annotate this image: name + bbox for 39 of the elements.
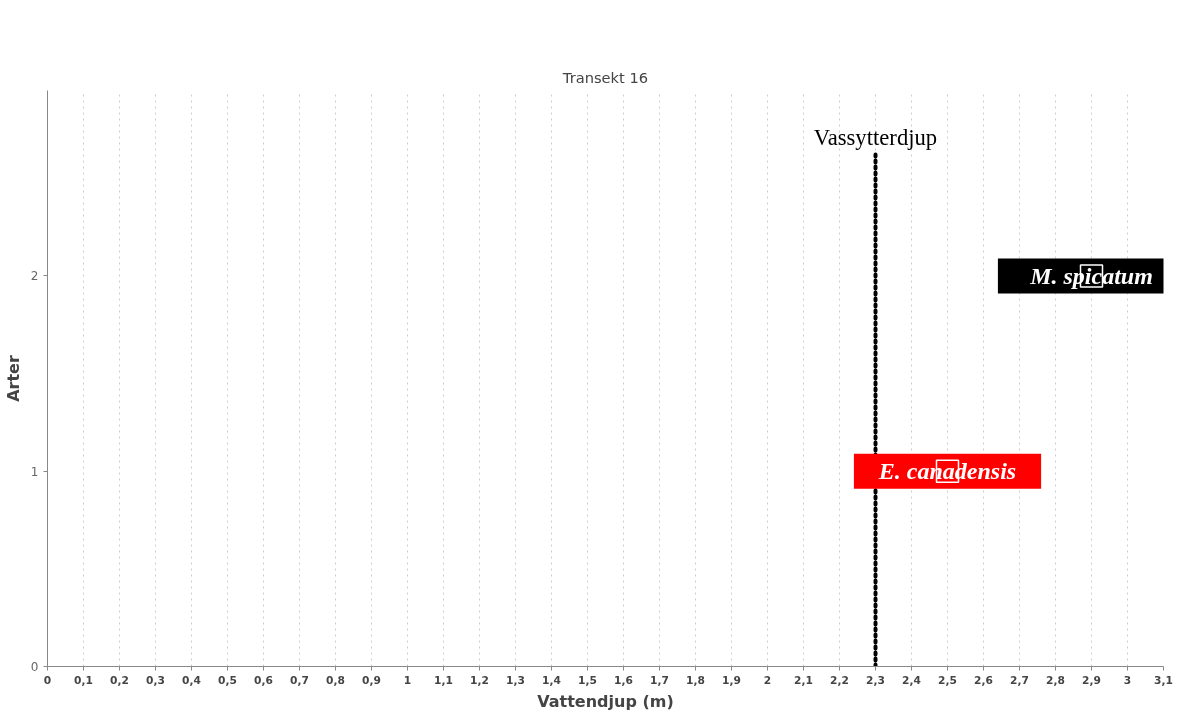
x-tick-label: 0,6 [254,673,273,687]
x-tick-label: 1,9 [722,673,741,687]
x-tick-label: 2,5 [938,673,957,687]
y-tick-label: 1 [30,464,39,479]
x-tick-label: 0 [43,673,52,687]
y-tick-label: 2 [30,269,39,284]
x-tick-label: 2,8 [1046,673,1065,687]
x-tick-label: 1,4 [542,673,561,687]
x-tick-label: 2,6 [974,673,993,687]
x-tick-label: 1,2 [470,673,489,687]
x-tick-label: 3,1 [1154,673,1173,687]
x-tick-label: 2 [763,673,772,687]
ref-line-label: Vassytterdjup [813,124,938,150]
y-tick-label: 0 [30,660,39,674]
x-tick-label: 1,3 [506,673,525,687]
x-tick-label: 2,4 [902,673,921,687]
x-tick-label: 2,9 [1082,673,1101,687]
x-tick-label: 0,4 [182,673,201,687]
x-tick-label: 3 [1123,673,1132,687]
x-tick-label: 1,7 [650,673,669,687]
x-tick-label: 2,3 [866,673,885,687]
x-tick-label: 0,7 [290,673,309,687]
x-tick-label: 0,1 [74,673,93,687]
x-tick-label: 0,5 [218,673,237,687]
x-tick-label: 0,3 [146,673,165,687]
x-tick-label: 1,6 [614,673,633,687]
x-tick-label: 0,2 [110,673,129,687]
x-axis-title: Vattendjup (m) [537,691,674,711]
chart-title: Transekt 16 [561,68,649,86]
x-tick-label: 1 [403,673,412,687]
x-tick-label: 0,8 [326,673,345,687]
y-axis-title: Arter [3,355,23,402]
x-tick-label: 1,8 [686,673,705,687]
x-tick-label: 2,2 [830,673,849,687]
x-tick-label: 1,1 [434,673,453,687]
x-tick-label: 2,1 [794,673,813,687]
x-tick-label: 0,9 [362,673,381,687]
x-tick-label: 2,7 [1010,673,1029,687]
x-tick-label: 1,5 [578,673,597,687]
